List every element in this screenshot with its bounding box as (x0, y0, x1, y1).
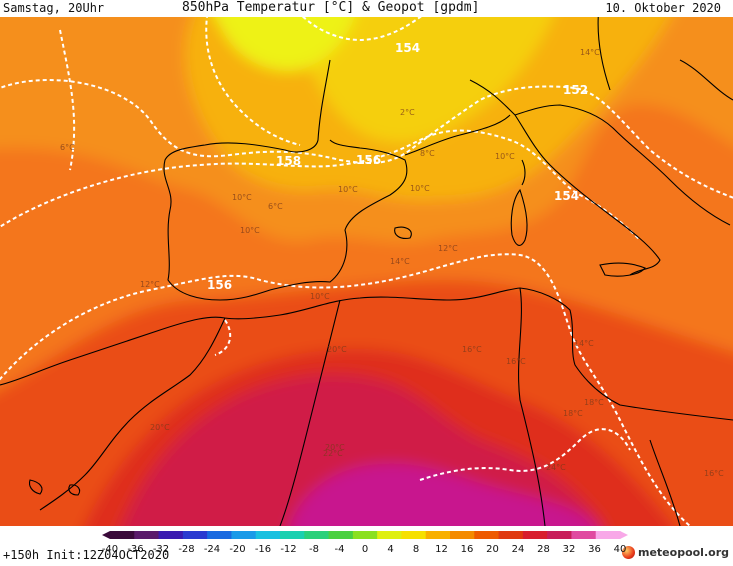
colorbar-segment (207, 531, 232, 539)
isohypse-label: 152 (563, 83, 588, 97)
temperature-map: 154 152 158 156 154 156 6°C 10°C 10°C 2°… (0, 17, 733, 526)
colorbar-segment (571, 531, 597, 539)
colorbar-tick-label: -4 (335, 544, 345, 555)
header-bar: Samstag, 20Uhr 850hPa Temperatur [°C] & … (0, 0, 733, 17)
isohypse-label: 156 (207, 278, 232, 292)
colorbar-tick-label: 28 (537, 544, 550, 555)
colorbar-segment (377, 531, 402, 539)
colorbar-segment (110, 531, 135, 539)
temp-label: 2°C (400, 108, 415, 117)
valid-day-time: Samstag, 20Uhr (3, 1, 105, 15)
temp-label: 6°C (60, 143, 75, 152)
geopotential-labels: 154 152 158 156 154 156 (207, 41, 588, 292)
colorbar-segment (304, 531, 330, 539)
temp-label: 10°C (240, 226, 260, 235)
colorbar-segment (425, 531, 451, 539)
colorbar-tick-label: -40 (102, 544, 118, 555)
colorbar-tick-label: 16 (461, 544, 474, 555)
colorbar-segment (352, 531, 378, 539)
colorbar-segment (134, 531, 160, 539)
temp-label: 24°C (546, 463, 566, 472)
colorbar: -40 -36 -32 -28 -24 -20 -16 -12 -8 -4 0 4 8 12 16 20 24 2… (102, 531, 628, 555)
colorbar-segment (280, 531, 305, 539)
colorbar-tick-label: 40 (614, 544, 627, 555)
temp-label: 18°C (584, 398, 604, 407)
colorbar-segment (547, 531, 572, 539)
colorbar-tick-label: 20 (486, 544, 499, 555)
meteopool-logo: meteopool.org (622, 546, 729, 559)
coastlines (0, 17, 733, 526)
colorbar-segment (522, 531, 548, 539)
colorbar-tick-label: -12 (280, 544, 296, 555)
colorbar-segment (401, 531, 427, 539)
logo-text: meteopool.org (638, 546, 729, 559)
colorbar-tick-label: -16 (255, 544, 271, 555)
colorbar-tick-label: 0 (362, 544, 368, 555)
temperature-labels: 6°C 10°C 10°C 2°C 6°C 8°C 10°C 10°C 10°C… (60, 48, 724, 478)
colorbar-segment (450, 531, 475, 539)
temp-label: 10°C (232, 193, 252, 202)
colorbar-segment (474, 531, 500, 539)
colorbar-segment (255, 531, 281, 539)
temp-label: 20°C (325, 443, 345, 452)
isohypse-label: 156 (356, 153, 381, 167)
colorbar-tick-label: 32 (563, 544, 576, 555)
temp-label: 18°C (563, 409, 583, 418)
colorbar-tick-label: -20 (229, 544, 245, 555)
colorbar-tick-label: 24 (512, 544, 525, 555)
isohypse-label: 154 (395, 41, 420, 55)
temp-label: 10°C (410, 184, 430, 193)
temp-label: 10°C (338, 185, 358, 194)
colorbar-segment (498, 531, 524, 539)
map-title: 850hPa Temperatur [°C] & Geopot [gpdm] (182, 0, 480, 15)
temp-label: 14°C (390, 257, 410, 266)
temp-label: 14°C (580, 48, 600, 57)
colorbar-segment (231, 531, 257, 539)
valid-date: 10. Oktober 2020 (605, 1, 721, 15)
colorbar-tick-label: 4 (387, 544, 393, 555)
temp-label: 12°C (438, 244, 458, 253)
temp-label: 16°C (506, 357, 526, 366)
temp-label: 20°C (150, 423, 170, 432)
colorbar-segment (158, 531, 184, 539)
temperature-field (0, 17, 733, 526)
temp-label: 14°C (574, 339, 594, 348)
colorbar-tick-label: 8 (413, 544, 419, 555)
temp-label: 22°C (323, 449, 343, 458)
temp-label: 12°C (140, 280, 160, 289)
temp-label: 10°C (310, 292, 330, 301)
colorbar-tick-label: -28 (178, 544, 194, 555)
temp-label: 20°C (327, 345, 347, 354)
colorbar-segment (328, 531, 354, 539)
colorbar-min-arrow (102, 531, 110, 539)
colorbar-segment (182, 531, 208, 539)
run-info: +150h Init:12Z04OCT2020 (3, 548, 170, 562)
colorbar-max-arrow (620, 531, 628, 539)
colorbar-tick-label: -32 (153, 544, 169, 555)
temp-label: 10°C (495, 152, 515, 161)
geopotential-isohypses (0, 17, 733, 526)
colorbar-tick-label: -8 (309, 544, 319, 555)
colorbar-tick-label: 36 (588, 544, 601, 555)
temp-label: 8°C (420, 149, 435, 158)
isohypse-label: 154 (554, 189, 579, 203)
colorbar-tick-label: 12 (435, 544, 448, 555)
temp-label: 16°C (462, 345, 482, 354)
temp-label: 16°C (704, 469, 724, 478)
colorbar-tick-label: -36 (127, 544, 143, 555)
isohypse-label: 158 (276, 154, 301, 168)
colorbar-tick-label: -24 (204, 544, 220, 555)
logo-globe-icon (622, 546, 635, 559)
colorbar-segment (595, 531, 621, 539)
temp-label: 6°C (268, 202, 283, 211)
